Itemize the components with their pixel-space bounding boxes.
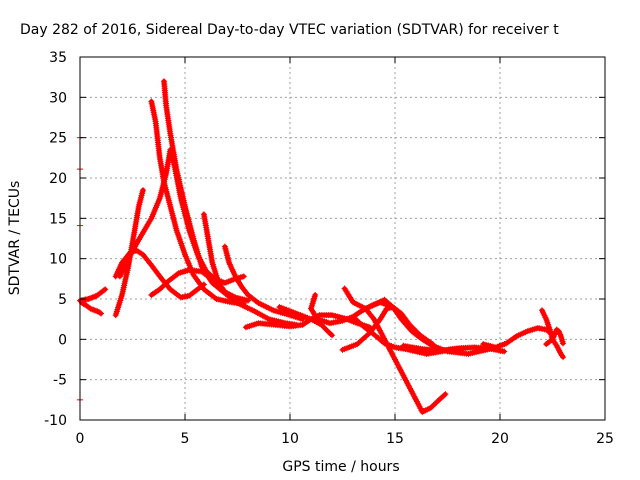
plot-frame: [79, 56, 606, 421]
series-6-markers: [148, 98, 247, 307]
y-tick-label: 15: [49, 211, 67, 227]
series-1: [79, 300, 104, 317]
x-tick-label: 10: [281, 431, 299, 447]
series-14-trace: [342, 286, 492, 357]
series-layer: [77, 78, 566, 415]
series-19: [480, 325, 556, 351]
series-9-trace: [201, 212, 299, 328]
x-tick-label: 15: [386, 431, 404, 447]
series-18: [400, 342, 508, 355]
series-7-trace: [161, 78, 240, 303]
series-6: [148, 98, 247, 307]
x-tick-label: 20: [491, 431, 509, 447]
x-tick-label: 25: [596, 431, 614, 447]
y-tick-label: 30: [49, 90, 67, 106]
y-tick-label: 10: [49, 252, 67, 268]
y-tick-label: 35: [49, 50, 67, 66]
series-10: [221, 243, 306, 323]
x-tick-label: 5: [181, 431, 190, 447]
x-axis-label: GPS time / hours: [282, 459, 399, 475]
x-tick-label: 0: [76, 431, 85, 447]
series-12: [276, 304, 335, 339]
series-21-trace: [543, 327, 566, 347]
chart-title: Day 282 of 2016, Sidereal Day-to-day VTE…: [20, 22, 559, 38]
series-2: [77, 286, 109, 304]
series-15-trace: [340, 304, 436, 353]
series-9: [200, 211, 300, 328]
axis-ticks: 0 5 10 15 20 25 -10 -5 0 5 10 15 20 25 30 35: [44, 50, 614, 447]
grid: [80, 57, 605, 420]
series-19-trace: [480, 325, 555, 350]
y-tick-label: 20: [49, 171, 67, 187]
y-tick-label: 25: [49, 131, 67, 147]
series-16: [362, 305, 449, 415]
y-tick-label: -10: [44, 413, 67, 429]
series-1-trace: [79, 300, 104, 316]
y-tick-label: -5: [53, 373, 67, 389]
y-tick-label: 5: [58, 292, 67, 308]
series-6-trace: [149, 99, 247, 307]
y-tick-label: 0: [58, 332, 67, 348]
y-axis-label: SDTVAR / TECUs: [7, 181, 23, 296]
series-21: [543, 326, 566, 348]
